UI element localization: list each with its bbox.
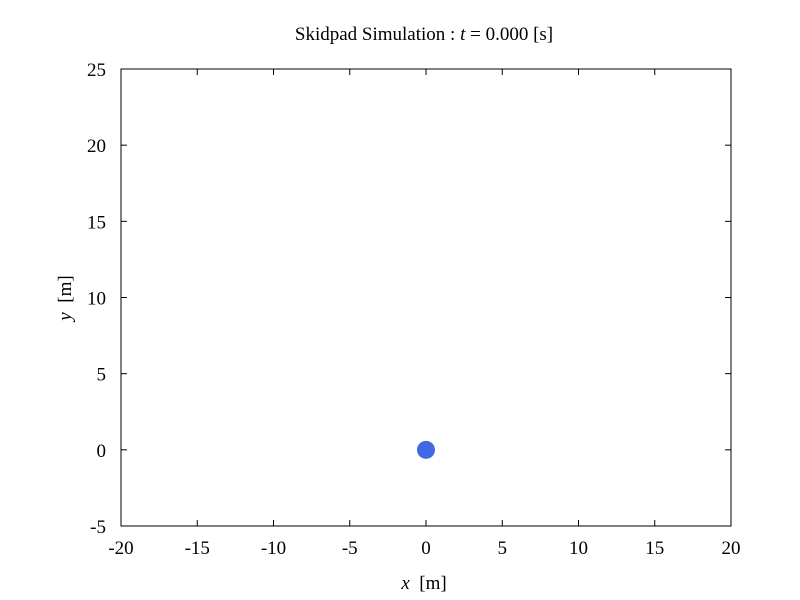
chart-title-prefix: Skidpad Simulation : <box>295 24 460 45</box>
x-axis-label: x [m] <box>400 573 446 594</box>
y-tick-label: -5 <box>90 517 106 538</box>
y-axis-label-var: y <box>55 312 76 323</box>
x-tick-label: 0 <box>421 538 431 559</box>
x-axis-ticks: -20 -15 -10 -5 0 5 10 15 20 <box>108 69 741 559</box>
chart-title-var: t <box>460 24 466 45</box>
x-tick-label: -10 <box>261 538 286 559</box>
x-tick-label: 20 <box>722 538 741 559</box>
y-tick-label: 20 <box>87 136 106 157</box>
x-tick-label: -5 <box>342 538 358 559</box>
y-tick-label: 5 <box>97 365 107 386</box>
y-axis-label-unit: [m] <box>55 275 76 312</box>
x-axis-label-var: x <box>400 573 410 594</box>
data-point <box>417 440 435 459</box>
data-points <box>417 440 435 459</box>
y-axis-ticks: -5 0 5 10 15 20 25 <box>87 60 731 538</box>
x-tick-label: -20 <box>108 538 133 559</box>
y-tick-label: 25 <box>87 60 106 81</box>
y-tick-label: 10 <box>87 289 106 310</box>
x-tick-label: 5 <box>498 538 508 559</box>
x-tick-label: -15 <box>185 538 210 559</box>
x-tick-label: 15 <box>645 538 664 559</box>
y-tick-label: 15 <box>87 212 106 233</box>
y-axis-label: y [m] <box>55 275 76 322</box>
x-tick-label: 10 <box>569 538 588 559</box>
y-tick-label: 0 <box>97 441 107 462</box>
x-axis-label-unit: [m] <box>410 573 447 594</box>
chart-title-suffix: = 0.000 [s] <box>465 24 553 45</box>
chart-title: Skidpad Simulation : t = 0.000 [s] <box>295 24 553 45</box>
plot-frame <box>120 68 732 527</box>
